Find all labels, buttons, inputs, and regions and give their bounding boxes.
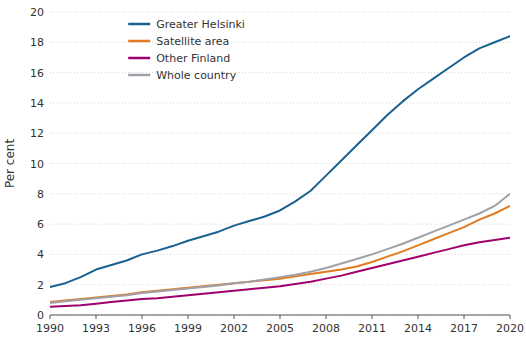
x-tick bbox=[142, 315, 143, 319]
legend: Greater Helsinki Satellite area Other Finl… bbox=[128, 18, 245, 82]
grid-line bbox=[50, 42, 510, 43]
legend-swatch bbox=[128, 74, 150, 77]
x-tick bbox=[326, 315, 327, 319]
legend-label: Other Finland bbox=[156, 52, 230, 65]
grid-line bbox=[50, 284, 510, 285]
x-tick-label: 1990 bbox=[36, 322, 64, 335]
x-tick-label: 2002 bbox=[220, 322, 248, 335]
y-tick-label: 8 bbox=[37, 188, 44, 201]
grid-line bbox=[50, 193, 510, 194]
x-tick-label: 2014 bbox=[404, 322, 432, 335]
legend-label: Satellite area bbox=[156, 35, 229, 48]
y-tick-label: 12 bbox=[30, 127, 44, 140]
x-tick bbox=[96, 315, 97, 319]
x-tick-label: 2005 bbox=[266, 322, 294, 335]
y-axis-label: Per cent bbox=[3, 139, 17, 189]
grid-line bbox=[50, 163, 510, 164]
series-line bbox=[50, 206, 510, 302]
x-tick-label: 2017 bbox=[450, 322, 478, 335]
x-tick bbox=[464, 315, 465, 319]
legend-label: Whole country bbox=[156, 69, 236, 82]
y-tick-label: 6 bbox=[37, 218, 44, 231]
y-tick-label: 14 bbox=[30, 97, 44, 110]
x-tick bbox=[510, 315, 511, 319]
grid-line bbox=[50, 254, 510, 255]
y-tick-label: 2 bbox=[37, 279, 44, 292]
series-line bbox=[50, 194, 510, 303]
x-tick-label: 1999 bbox=[174, 322, 202, 335]
chart: 02468101214161820Per cent199019931996199… bbox=[0, 0, 526, 341]
legend-swatch bbox=[128, 40, 150, 43]
y-tick-label: 16 bbox=[30, 67, 44, 80]
x-tick-label: 1993 bbox=[82, 322, 110, 335]
x-tick bbox=[418, 315, 419, 319]
y-tick-label: 18 bbox=[30, 36, 44, 49]
y-tick-label: 0 bbox=[37, 309, 44, 322]
x-tick bbox=[280, 315, 281, 319]
x-tick-label: 2020 bbox=[496, 322, 524, 335]
x-tick bbox=[188, 315, 189, 319]
grid-line bbox=[50, 12, 510, 13]
x-axis: 1990 1993 1996 1999 2002 2005 2008 2011 2014 2017… bbox=[36, 315, 524, 335]
grid-line bbox=[50, 133, 510, 134]
legend-swatch bbox=[128, 23, 150, 26]
legend-label: Greater Helsinki bbox=[156, 18, 245, 31]
y-axis: 0 2 4 6 8 10 12 14 16 18 20 bbox=[30, 6, 44, 322]
legend-swatch bbox=[128, 57, 150, 60]
series-line bbox=[50, 36, 510, 287]
x-tick-label: 2011 bbox=[358, 322, 386, 335]
x-tick bbox=[50, 315, 51, 319]
grid-line bbox=[50, 224, 510, 225]
y-grid bbox=[50, 12, 510, 315]
y-tick-label: 4 bbox=[37, 248, 44, 261]
y-tick-label: 10 bbox=[30, 158, 44, 171]
y-tick-label: 20 bbox=[30, 6, 44, 19]
x-tick-label: 1996 bbox=[128, 322, 156, 335]
x-tick bbox=[372, 315, 373, 319]
x-tick-label: 2008 bbox=[312, 322, 340, 335]
grid-line bbox=[50, 102, 510, 103]
plot-area bbox=[50, 36, 510, 306]
x-tick bbox=[234, 315, 235, 319]
